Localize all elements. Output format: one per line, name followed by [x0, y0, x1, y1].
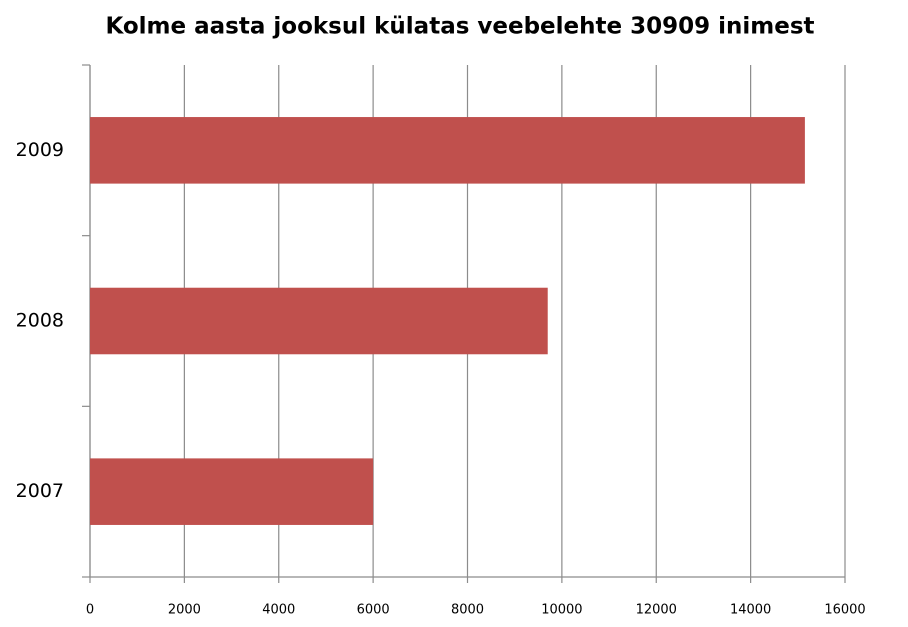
- bar: [90, 117, 805, 184]
- x-tick-label: 4000: [262, 603, 295, 618]
- x-tick-label: 6000: [357, 603, 390, 618]
- x-tick-label: 10000: [541, 603, 582, 618]
- x-tick-label: 14000: [730, 603, 771, 618]
- bar: [90, 458, 374, 525]
- x-tick-label: 8000: [451, 603, 484, 618]
- x-tick-label: 0: [86, 603, 94, 618]
- y-tick-label: 2007: [16, 480, 64, 502]
- x-tick-label: 16000: [824, 603, 865, 618]
- x-tick-label: 12000: [636, 603, 677, 618]
- x-tick-label: 2000: [168, 603, 201, 618]
- y-tick-label: 2008: [16, 310, 64, 332]
- chart-title: Kolme aasta jooksul külatas veebelehte 3…: [105, 14, 814, 40]
- bar: [90, 287, 548, 355]
- y-tick-label: 2009: [16, 139, 64, 161]
